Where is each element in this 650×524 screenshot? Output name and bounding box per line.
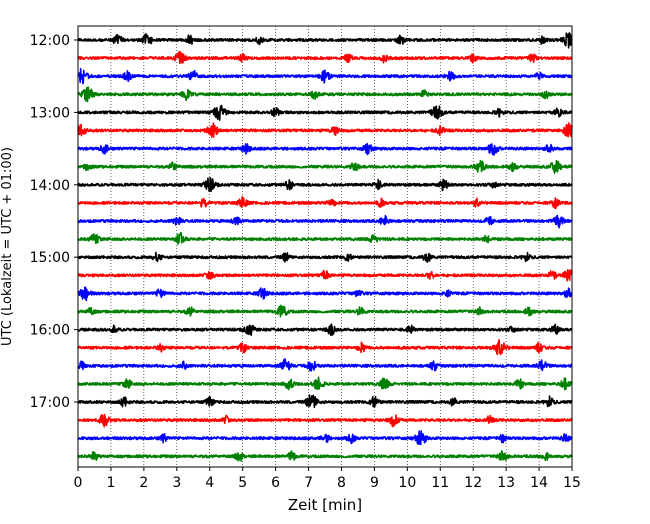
x-tick-label: 6 [271, 475, 280, 491]
trace-13:00 [77, 104, 573, 121]
tick-layer: 0 1 2 3 4 5 6 7 8 9 10 11 12 13 14 1512:0013:0014:0015:… [30, 33, 581, 491]
trace-17:30 [77, 430, 573, 446]
y-tick-label: 14:00 [30, 178, 70, 194]
x-tick-label: 4 [205, 475, 214, 491]
trace-13:30 [77, 142, 573, 156]
x-tick-label: 5 [238, 475, 247, 491]
x-tick-label: 7 [304, 475, 313, 491]
x-tick-label: 10 [398, 475, 416, 491]
x-tick-label: 11 [431, 475, 449, 491]
x-tick-label: 0 [74, 475, 83, 491]
trace-layer [77, 32, 573, 462]
trace-12:30 [77, 67, 573, 85]
trace-16:30 [77, 358, 573, 372]
y-tick-label: 17:00 [30, 395, 70, 411]
y-tick-label: 16:00 [30, 323, 70, 339]
y-tick-label: 15:00 [30, 250, 70, 266]
trace-12:00 [77, 32, 573, 49]
trace-16:00 [77, 323, 573, 337]
trace-12:45 [77, 86, 573, 103]
trace-14:15 [77, 196, 573, 210]
trace-15:45 [77, 304, 573, 318]
trace-15:15 [77, 268, 573, 282]
x-tick-label: 3 [172, 475, 181, 491]
y-tick-label: 13:00 [30, 105, 70, 121]
trace-17:00 [77, 394, 573, 409]
trace-16:15 [77, 338, 573, 356]
trace-17:45 [77, 450, 573, 462]
x-axis-label: Zeit [min] [288, 496, 362, 514]
x-tick-label: 15 [563, 475, 581, 491]
trace-13:15 [77, 122, 573, 138]
x-tick-label: 8 [337, 475, 346, 491]
x-tick-label: 13 [497, 475, 515, 491]
trace-15:30 [77, 286, 573, 302]
trace-12:15 [77, 50, 573, 64]
trace-16:45 [77, 376, 573, 391]
x-tick-label: 2 [139, 475, 148, 491]
trace-15:00 [77, 251, 573, 264]
trace-13:45 [77, 159, 573, 174]
plot-frame [77, 25, 573, 468]
x-tick-label: 1 [106, 475, 115, 491]
y-axis-label: UTC (Lokalzeit = UTC + 01:00) [0, 147, 15, 346]
x-tick-label: 12 [464, 475, 482, 491]
y-tick-label: 12:00 [30, 33, 70, 49]
trace-14:00 [77, 176, 573, 193]
x-tick-label: 14 [530, 475, 548, 491]
trace-17:15 [77, 413, 573, 428]
x-tick-label: 9 [370, 475, 379, 491]
trace-14:45 [77, 232, 573, 245]
trace-14:30 [77, 214, 573, 229]
